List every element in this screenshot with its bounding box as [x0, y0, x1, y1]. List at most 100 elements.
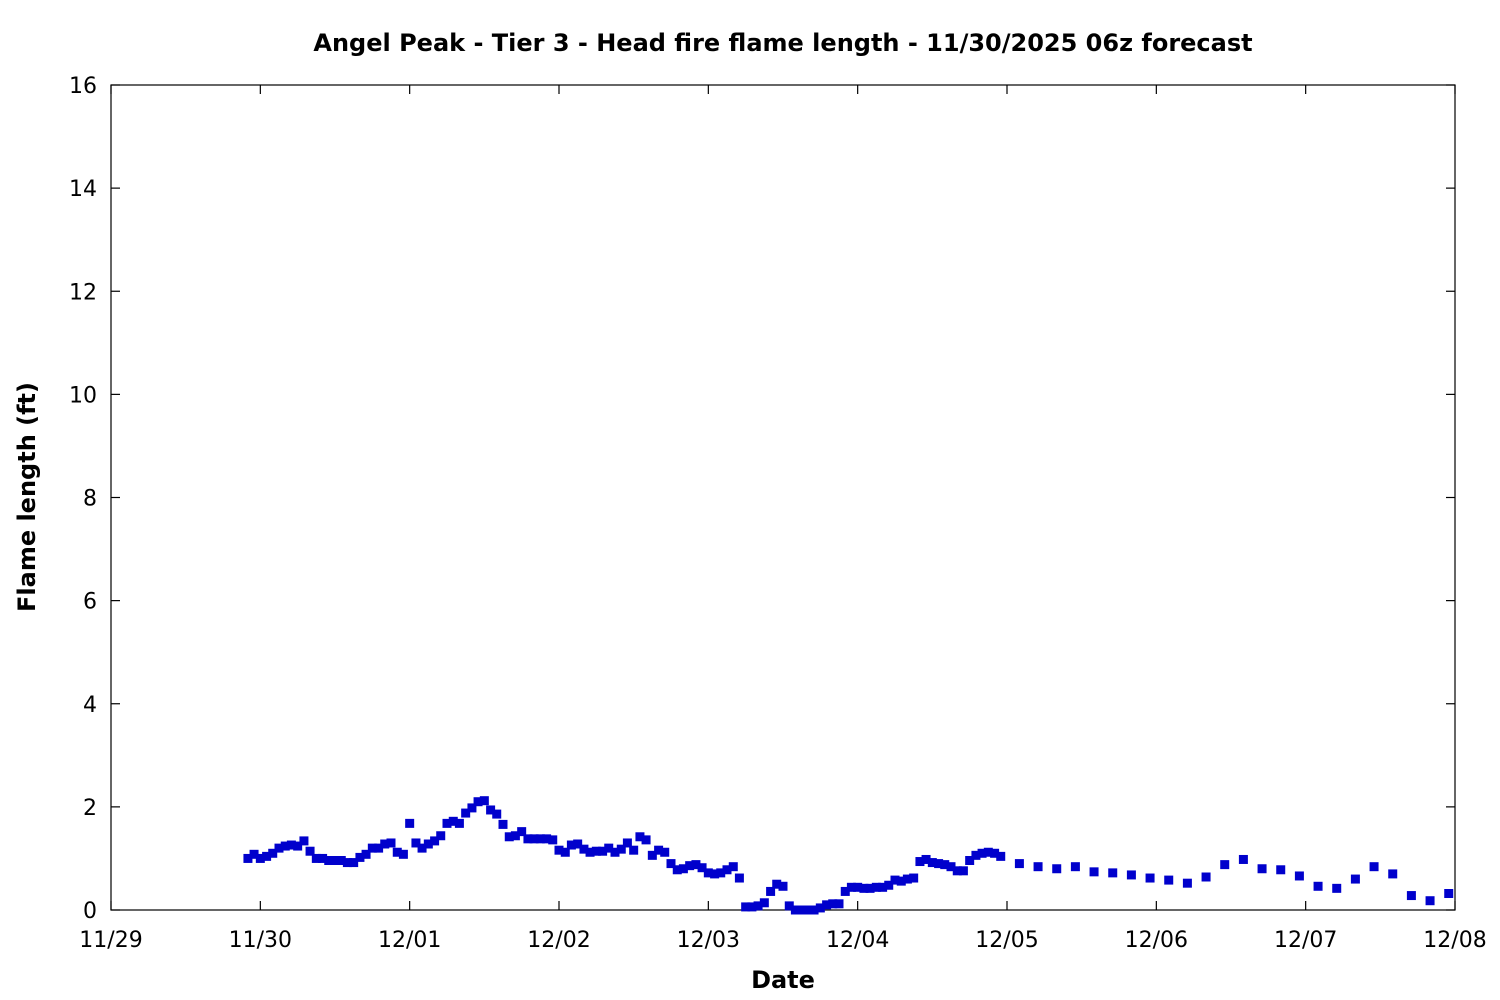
data-point [510, 831, 520, 841]
data-point [324, 856, 334, 865]
data-point [790, 905, 800, 915]
data-point [392, 847, 402, 857]
y-tick-label: 0 [83, 899, 97, 924]
data-point [280, 841, 290, 851]
data-point [666, 859, 676, 869]
y-tick-label: 8 [83, 487, 97, 512]
data-point [728, 862, 738, 872]
data-point [598, 846, 608, 856]
data-points [243, 796, 1454, 915]
data-point [890, 875, 900, 885]
data-point [398, 849, 408, 859]
data-point [417, 843, 427, 853]
data-point [1052, 864, 1062, 874]
data-point [1220, 860, 1230, 870]
data-point [504, 832, 514, 842]
data-point [1444, 889, 1454, 898]
data-point [884, 880, 894, 890]
data-point [915, 857, 925, 867]
y-tick-label: 4 [83, 693, 97, 718]
data-point [691, 860, 701, 870]
data-point [647, 850, 657, 860]
data-point [958, 866, 968, 876]
data-point [604, 843, 614, 853]
data-point [1406, 891, 1416, 901]
data-point [710, 869, 720, 879]
data-point [797, 905, 807, 915]
data-point [778, 881, 788, 891]
x-tick-label: 12/02 [527, 928, 590, 953]
data-point [1164, 875, 1174, 885]
y-tick-label: 12 [69, 280, 97, 305]
data-point [423, 839, 433, 849]
data-point [274, 843, 284, 853]
data-point [803, 905, 813, 915]
data-point [853, 882, 863, 892]
x-tick-label: 12/03 [677, 928, 740, 953]
data-point [1108, 868, 1118, 878]
y-axis: 0 2 4 6 8 10 12 14 16 [69, 74, 1455, 924]
data-point [952, 866, 962, 876]
data-point [548, 835, 558, 845]
data-point [342, 858, 352, 868]
x-tick-label: 12/01 [378, 928, 441, 953]
data-point [840, 886, 850, 896]
data-point [492, 809, 502, 819]
data-point [585, 847, 595, 857]
x-tick-label: 12/07 [1274, 928, 1337, 953]
data-point [946, 862, 956, 872]
data-point [859, 883, 869, 893]
data-point [1238, 854, 1248, 864]
data-point [921, 854, 931, 864]
data-point [411, 838, 421, 848]
data-point [741, 902, 751, 912]
data-point [336, 856, 346, 865]
data-point [909, 873, 919, 883]
data-point [747, 902, 757, 912]
data-point [672, 865, 682, 875]
data-point [716, 868, 726, 878]
data-point [940, 860, 950, 870]
data-point [1126, 870, 1136, 880]
data-point [454, 818, 464, 828]
x-axis: 11/29 11/30 12/01 12/02 12/03 12/04 12/05 12/06… [79, 85, 1487, 953]
data-point [405, 818, 415, 828]
x-tick-label: 12/05 [975, 928, 1038, 953]
data-point [479, 796, 489, 806]
data-point [977, 848, 987, 858]
data-point [305, 846, 315, 856]
data-point [815, 903, 825, 913]
data-point [822, 900, 832, 910]
data-point [442, 818, 452, 828]
data-point [1332, 883, 1342, 893]
data-point [473, 797, 483, 807]
x-tick-label: 11/30 [229, 928, 292, 953]
data-point [286, 840, 296, 850]
data-point [1182, 878, 1192, 888]
data-point [902, 874, 912, 884]
x-axis-label: Date [751, 966, 815, 994]
data-point [865, 883, 875, 893]
data-point [517, 827, 527, 837]
data-point [1350, 874, 1360, 884]
data-point [1033, 862, 1043, 872]
data-point [535, 834, 545, 844]
data-point [697, 863, 707, 873]
data-point [1388, 869, 1398, 879]
data-point [591, 846, 601, 856]
data-point [243, 853, 253, 863]
data-point [330, 856, 340, 865]
data-point [965, 856, 975, 865]
x-tick-label: 12/04 [826, 928, 889, 953]
data-point [430, 836, 440, 846]
data-point [523, 834, 533, 844]
data-point [784, 901, 794, 911]
data-point [1070, 862, 1080, 872]
data-point [622, 838, 632, 848]
data-point [386, 838, 396, 848]
data-point [262, 851, 272, 861]
data-point [685, 861, 695, 871]
data-point [734, 873, 744, 883]
y-tick-label: 16 [69, 74, 97, 99]
